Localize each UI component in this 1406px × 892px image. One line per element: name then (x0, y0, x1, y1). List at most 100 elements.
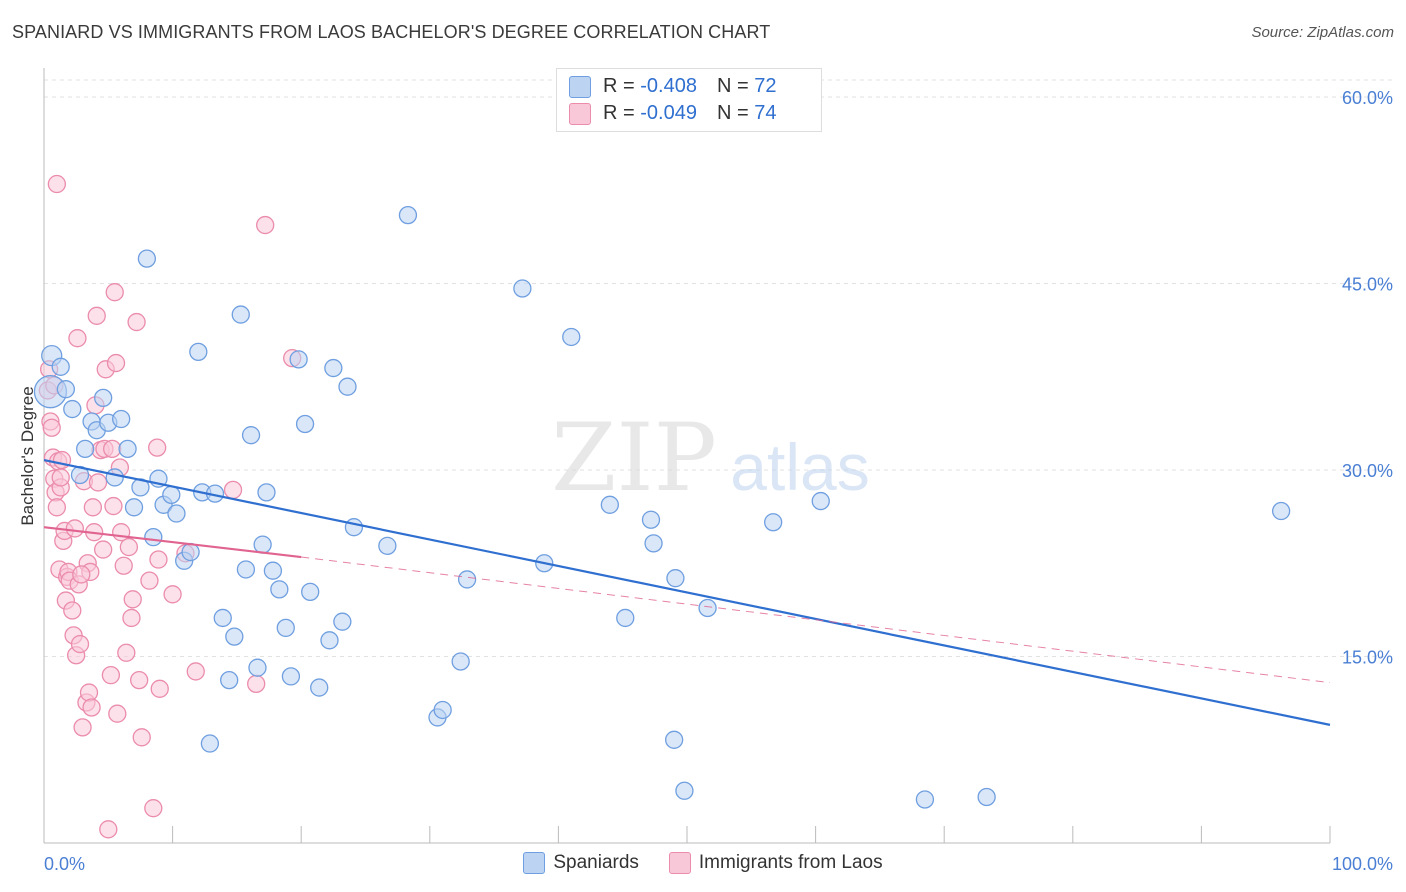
spaniard-point (915, 790, 935, 809)
laos-point (123, 590, 142, 609)
stats-row-spaniards: R = -0.408 N = 72 (569, 75, 776, 98)
n-label: N = (716, 75, 749, 97)
watermark-zip: ZIP (551, 404, 717, 513)
spaniard-point (811, 491, 830, 511)
spaniard-point (56, 380, 76, 399)
spaniard-point (513, 279, 532, 298)
source-credit: Source: ZipAtlas.com (1251, 24, 1394, 41)
spaniard-point (664, 730, 684, 749)
spaniard-point (76, 439, 95, 459)
legend-label: Immigrants from Laos (698, 852, 883, 873)
spaniard-point (433, 700, 452, 720)
spaniard-point (698, 598, 717, 618)
laos-point (186, 662, 205, 681)
spaniard-point (181, 542, 200, 562)
spaniard-point (562, 327, 581, 347)
spaniard-point (236, 560, 256, 579)
laos-point (149, 550, 168, 569)
laos-point (108, 704, 127, 723)
laos-point (88, 473, 108, 492)
laos-point (105, 283, 124, 302)
spaniard-point (112, 409, 131, 429)
watermark: ZIP atlas (551, 404, 870, 513)
laos-point (94, 540, 113, 559)
chart-title: SPANIARD VS IMMIGRANTS FROM LAOS BACHELO… (12, 22, 771, 42)
spaniard-point (124, 498, 144, 517)
laos-point (103, 439, 122, 459)
spaniard-point (641, 510, 661, 529)
y-tick-label: 45.0% (1342, 275, 1393, 295)
spaniard-point (600, 495, 619, 514)
spaniard-point (289, 350, 308, 369)
legend-label: Spaniards (553, 852, 639, 873)
spaniard-point (644, 534, 663, 553)
r-value: -0.408 (640, 75, 697, 97)
r-value: -0.049 (640, 102, 697, 124)
spaniard-point (295, 414, 315, 434)
spaniard-point (118, 439, 137, 459)
laos-point (73, 718, 92, 737)
laos-point (47, 498, 67, 517)
series-spaniards (33, 205, 1291, 809)
spaniard-point (257, 483, 276, 502)
spaniard-point (213, 608, 232, 628)
spaniard-point (263, 561, 283, 580)
spaniard-point (248, 658, 267, 677)
legend-item-spaniards[interactable]: Spaniards (523, 852, 639, 874)
laos-trend-line-dashed (301, 556, 1331, 684)
n-value: 72 (754, 75, 777, 97)
x-tick-label: 100.0% (1332, 854, 1393, 874)
spaniard-point (281, 667, 301, 686)
laos-point (79, 683, 99, 702)
laos-point (119, 537, 139, 557)
laos-point (117, 643, 136, 662)
laos-point (127, 312, 146, 332)
spaniard-point (137, 249, 157, 268)
laos-point (148, 438, 167, 457)
blue-legend-icon (523, 852, 546, 874)
spaniard-point (398, 205, 418, 225)
pink-swatch-icon (569, 102, 591, 125)
y-axis-label: Bachelor's Degree (18, 386, 37, 525)
laos-point (247, 674, 266, 694)
spaniard-point (63, 399, 82, 419)
laos-point (106, 353, 126, 373)
laos-point (256, 215, 275, 235)
laos-point (42, 418, 61, 437)
laos-point (132, 728, 151, 747)
laos-point (99, 820, 118, 839)
axes (43, 68, 1331, 844)
spaniard-point (324, 358, 343, 378)
laos-point (87, 306, 106, 325)
laos-point (163, 585, 182, 604)
watermark-atlas: atlas (730, 430, 869, 504)
r-label: R = (603, 75, 635, 97)
y-tick-label: 30.0% (1342, 461, 1393, 481)
laos-point (122, 608, 141, 628)
laos-point (140, 571, 159, 590)
laos-point (130, 670, 149, 690)
spaniard-point (1271, 501, 1291, 521)
laos-point (47, 174, 67, 194)
tick-labels: 15.0% 30.0% 45.0% 60.0% 0.0% 100.0% (44, 88, 1393, 874)
stats-box: R = -0.408 N = 72 R = -0.049 N = 74 (556, 68, 822, 132)
spaniard-point (616, 608, 635, 628)
laos-point (144, 799, 163, 818)
spaniard-point (241, 426, 261, 445)
spaniard-point (451, 652, 470, 671)
spaniard-point (231, 305, 250, 324)
spaniard-point (338, 377, 357, 396)
spaniard-point (189, 342, 208, 362)
laos-point (82, 698, 101, 717)
legend-item-laos[interactable]: Immigrants from Laos (668, 852, 883, 874)
laos-point (104, 496, 123, 516)
spaniard-point (764, 513, 783, 532)
laos-point (70, 634, 90, 654)
pink-legend-icon (668, 852, 691, 874)
laos-point (72, 565, 91, 584)
spaniard-point (253, 535, 272, 554)
laos-point (101, 666, 121, 685)
spaniard-point (378, 536, 397, 555)
spaniards-trend-line (43, 458, 1331, 726)
